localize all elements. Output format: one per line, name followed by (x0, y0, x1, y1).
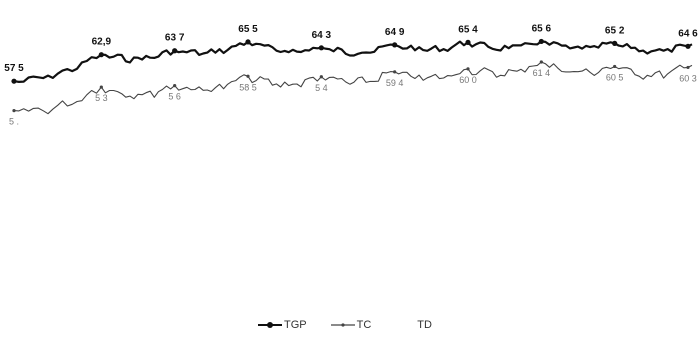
data-point-tc (246, 74, 250, 78)
data-label-tgp: 64 3 (312, 30, 332, 41)
series-line-tc (13, 61, 693, 115)
legend-item-tc: TC (330, 319, 372, 331)
legend-item-tgp: TGP (258, 319, 307, 331)
data-point-tgp (11, 78, 17, 84)
data-point-tgp (685, 43, 691, 49)
series-line-tgp (13, 40, 693, 83)
legend-label-tgp: TGP (284, 319, 307, 331)
legend-item-td: TD (417, 319, 432, 331)
data-label-tgp: 65 2 (605, 25, 625, 36)
data-point-tgp (465, 39, 471, 46)
legend-label-tc: TC (356, 319, 372, 331)
data-point-tgp (392, 42, 398, 48)
data-point-tgp (98, 52, 104, 58)
data-point-tc (466, 67, 470, 71)
data-label-tc: 59 4 (386, 78, 404, 88)
data-point-tc (99, 85, 103, 89)
data-label-tgp: 62,9 (92, 37, 112, 48)
data-label-tgp: 65 5 (238, 24, 258, 35)
data-point-tc (686, 65, 690, 70)
data-label-tc: 5 6 (168, 92, 181, 102)
data-label-tc: 5 4 (315, 83, 328, 93)
data-point-tc (393, 70, 397, 74)
data-label-tgp: 57 5 (4, 63, 24, 74)
data-label-tc: 5 3 (95, 93, 108, 103)
data-point-tc (319, 75, 323, 79)
chart-legend: TGP TC TD (258, 317, 456, 333)
data-point-tgp (172, 48, 178, 54)
data-label-tc: 58 5 (239, 82, 257, 92)
data-label-tc: 60 5 (606, 72, 624, 82)
data-label-tgp: 65 4 (458, 24, 478, 35)
data-point-tgp (318, 45, 324, 51)
data-label-tgp: 63 7 (165, 33, 185, 44)
data-label-tc: 60 0 (459, 75, 477, 85)
data-point-tc (12, 109, 16, 113)
data-point-tc (613, 64, 617, 69)
data-point-tc (173, 84, 177, 88)
legend-label-td: TD (417, 319, 432, 331)
data-point-tgp (538, 38, 544, 45)
legend-marker-tgp (258, 322, 282, 328)
data-label-tgp: 64 9 (385, 27, 405, 38)
data-label-tc: 60 3 (679, 73, 697, 83)
data-point-tgp (612, 40, 618, 46)
data-label-tc: 61 4 (533, 68, 551, 78)
legend-marker-tc (330, 323, 355, 327)
data-label-tgp: 64 6 (678, 28, 698, 39)
data-point-tgp (245, 39, 251, 45)
data-label-tc: 5 . (9, 117, 19, 127)
data-point-tc (539, 60, 543, 64)
data-label-tgp: 65 6 (532, 23, 552, 34)
